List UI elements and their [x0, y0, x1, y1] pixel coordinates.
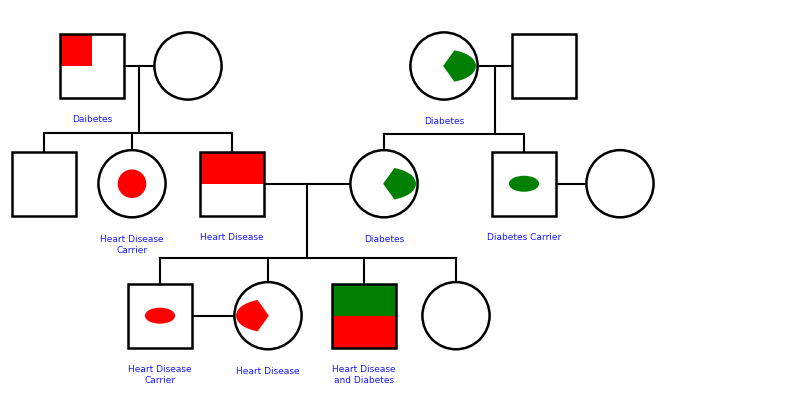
Bar	[60, 35, 124, 99]
Bar	[332, 284, 396, 348]
Text: Diabetes: Diabetes	[364, 234, 404, 243]
Bar	[332, 316, 396, 348]
Bar	[12, 152, 76, 216]
Text: Heart Disease
Carrier: Heart Disease Carrier	[128, 364, 192, 384]
Text: Heart Disease: Heart Disease	[200, 232, 264, 241]
Wedge shape	[384, 169, 415, 199]
Bar	[200, 152, 264, 184]
Wedge shape	[237, 301, 268, 331]
Bar	[128, 284, 192, 348]
Text: Heart Disease
Carrier: Heart Disease Carrier	[100, 234, 164, 254]
Bar	[60, 35, 92, 67]
Text: Diabetes: Diabetes	[424, 117, 464, 126]
Ellipse shape	[118, 170, 146, 198]
Ellipse shape	[350, 151, 418, 218]
Bar	[200, 152, 264, 216]
Wedge shape	[444, 52, 475, 82]
Bar	[512, 35, 576, 99]
Circle shape	[510, 177, 538, 192]
Bar	[332, 284, 396, 348]
Ellipse shape	[154, 33, 222, 100]
Ellipse shape	[586, 151, 654, 218]
Text: Heart Disease
and Diabetes: Heart Disease and Diabetes	[332, 364, 396, 384]
Bar	[200, 152, 264, 216]
Circle shape	[146, 309, 174, 323]
Bar	[492, 152, 556, 216]
Text: Heart Disease: Heart Disease	[236, 366, 300, 375]
Ellipse shape	[422, 282, 490, 350]
Ellipse shape	[234, 282, 302, 350]
Bar	[128, 284, 192, 348]
Text: Diabetes Carrier: Diabetes Carrier	[487, 232, 561, 241]
Bar	[12, 152, 76, 216]
Bar	[332, 284, 396, 316]
Ellipse shape	[410, 33, 478, 100]
Bar	[492, 152, 556, 216]
Ellipse shape	[98, 151, 166, 218]
Bar	[512, 35, 576, 99]
Text: Daibetes: Daibetes	[72, 115, 112, 124]
Bar	[60, 35, 124, 99]
